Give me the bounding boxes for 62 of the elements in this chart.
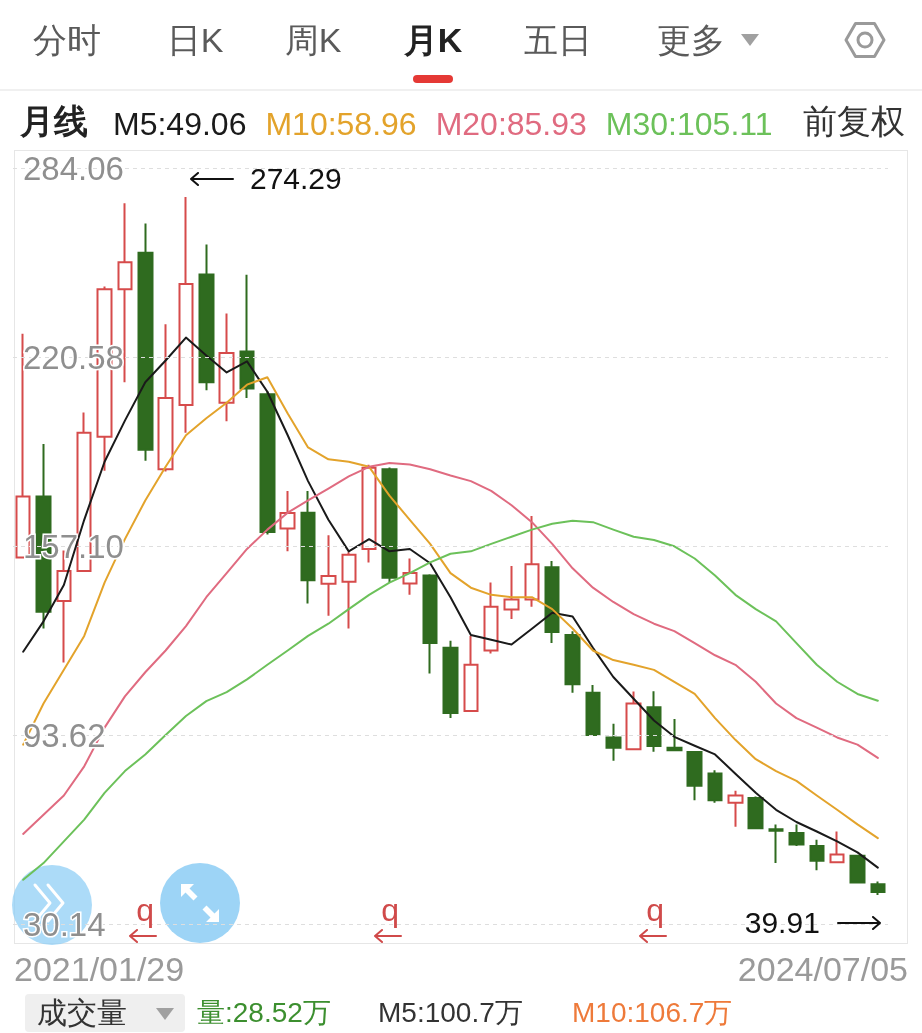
text: 周K	[284, 20, 342, 61]
candlestick	[402, 557, 418, 596]
candlestick	[503, 564, 520, 620]
candlestick	[198, 243, 215, 392]
candlestick	[809, 838, 825, 872]
text: 量:28.52万	[197, 996, 331, 1030]
candlestick	[686, 750, 703, 802]
annotation: 39.91	[744, 905, 820, 940]
candlestick	[544, 559, 560, 645]
candlestick	[157, 323, 174, 473]
text: 五日	[524, 20, 592, 61]
candlestick	[463, 634, 479, 712]
candlestick	[483, 581, 499, 655]
candlestick	[788, 823, 805, 848]
candlestick	[646, 690, 662, 753]
candlestick	[829, 830, 845, 864]
candlestick	[524, 514, 540, 608]
candlestick	[178, 196, 194, 434]
legend-title: 月线	[20, 101, 88, 141]
candlestick	[605, 722, 622, 762]
candlestick	[768, 823, 784, 865]
candlestick	[422, 573, 438, 675]
text: 月K	[403, 20, 463, 61]
text: M5:100.7万	[378, 996, 523, 1030]
candlestick	[747, 795, 764, 831]
candlestick	[666, 717, 683, 752]
line-series	[22, 461, 879, 835]
candlestick	[870, 880, 886, 896]
candlestick	[564, 630, 581, 694]
candlestick	[585, 684, 601, 737]
text: M30:105.11	[605, 106, 773, 142]
y-tick-label: 284.06	[23, 149, 124, 187]
candlestick	[625, 690, 642, 751]
line-series	[22, 519, 879, 881]
text: M10:58.96	[265, 106, 417, 142]
annotation: 274.29	[249, 162, 342, 197]
candlestick	[239, 273, 255, 400]
text: 日K	[166, 20, 224, 61]
candlestick	[849, 854, 866, 885]
candlestick	[279, 489, 296, 553]
candlestick	[218, 312, 235, 423]
candlestick	[442, 639, 459, 720]
candlestick	[137, 222, 154, 462]
selector-field: 成交量	[25, 994, 185, 1032]
text: 2021/01/29	[14, 950, 185, 989]
candlestick	[259, 390, 276, 536]
candlestick	[381, 466, 398, 584]
annotation: q	[646, 892, 665, 928]
candlestick	[300, 489, 316, 605]
candlestick	[341, 551, 357, 630]
text: M10:106.7万	[572, 996, 733, 1030]
annotation: q	[136, 892, 155, 928]
candlestick	[727, 789, 744, 828]
text: M5:49.06	[113, 106, 247, 142]
text: 2024/07/05	[737, 950, 908, 989]
text: 更多	[657, 20, 725, 61]
annotation: q	[381, 892, 400, 928]
text: M20:85.93	[435, 106, 587, 142]
text: 分时	[33, 20, 101, 61]
candlestick	[707, 769, 723, 804]
text: 前复权	[803, 101, 905, 141]
candlestick	[320, 534, 337, 617]
